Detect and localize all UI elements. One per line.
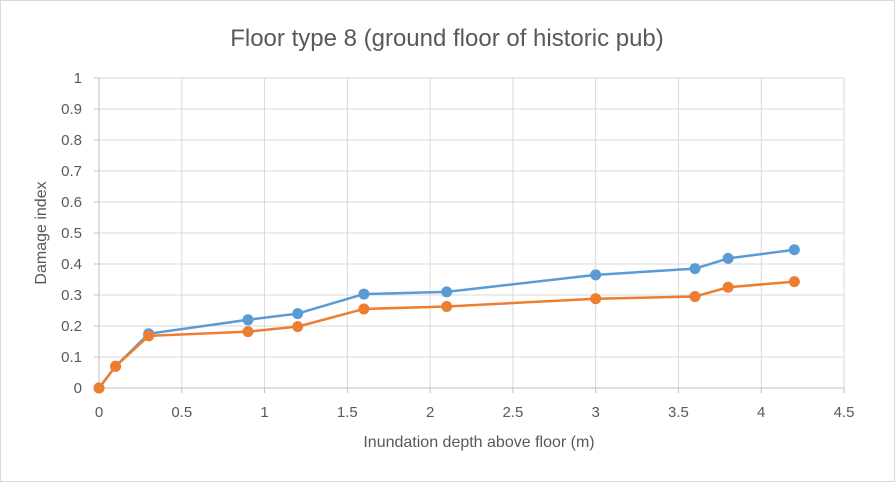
y-tick-labels: 0 0.1 0.2 0.3 0.4 0.5 0.6 0.7 0.8 0.9 1: [61, 70, 82, 397]
x-tick-label: 1.5: [337, 404, 358, 421]
x-tick-labels: 0 0.5 1 1.5 2 2.5 3 3.5 4 4.5: [95, 404, 855, 421]
data-point: [722, 252, 734, 264]
y-tick-label: 0.8: [61, 132, 82, 149]
x-tick-label: 4: [757, 404, 765, 421]
data-point: [292, 308, 304, 320]
data-point: [93, 382, 105, 394]
plot-series: [93, 244, 800, 394]
data-point: [292, 321, 304, 333]
x-tick-label: 0: [95, 404, 103, 421]
data-point: [788, 276, 800, 288]
y-tick-label: 0.4: [61, 256, 82, 273]
y-tick-label: 0.3: [61, 287, 82, 304]
y-tick-label: 0.5: [61, 225, 82, 242]
x-tick-label: 0.5: [171, 404, 192, 421]
x-tick-label: 4.5: [834, 404, 855, 421]
data-point: [242, 326, 254, 338]
y-tick-label: 0.1: [61, 349, 82, 366]
data-point: [242, 314, 254, 326]
data-point: [590, 293, 602, 305]
y-tick-label: 1: [74, 70, 82, 87]
y-tick-label: 0.6: [61, 194, 82, 211]
x-tick-label: 3: [591, 404, 599, 421]
data-point: [110, 360, 122, 372]
data-point: [441, 300, 453, 312]
data-point: [722, 281, 734, 293]
data-point: [689, 263, 701, 275]
y-tick-label: 0.7: [61, 163, 82, 180]
x-tick-label: 3.5: [668, 404, 689, 421]
data-point: [689, 291, 701, 303]
data-point: [143, 330, 155, 342]
x-axis-title: Inundation depth above floor (m): [363, 434, 594, 451]
x-tick-label: 2: [426, 404, 434, 421]
y-axis-title: Damage index: [33, 181, 50, 284]
axes: [94, 77, 845, 393]
y-tick-label: 0: [74, 380, 82, 397]
series-2: [93, 276, 800, 394]
data-point: [441, 286, 453, 298]
data-point: [590, 269, 602, 281]
gridlines: [99, 77, 845, 388]
y-tick-label: 0.9: [61, 101, 82, 118]
series-1: [93, 244, 800, 394]
chart-title: Floor type 8 (ground floor of historic p…: [230, 25, 664, 52]
y-tick-label: 0.2: [61, 318, 82, 335]
data-point: [788, 244, 800, 256]
x-tick-label: 2.5: [502, 404, 523, 421]
data-point: [358, 288, 370, 300]
x-tick-label: 1: [260, 404, 268, 421]
data-point: [358, 303, 370, 315]
